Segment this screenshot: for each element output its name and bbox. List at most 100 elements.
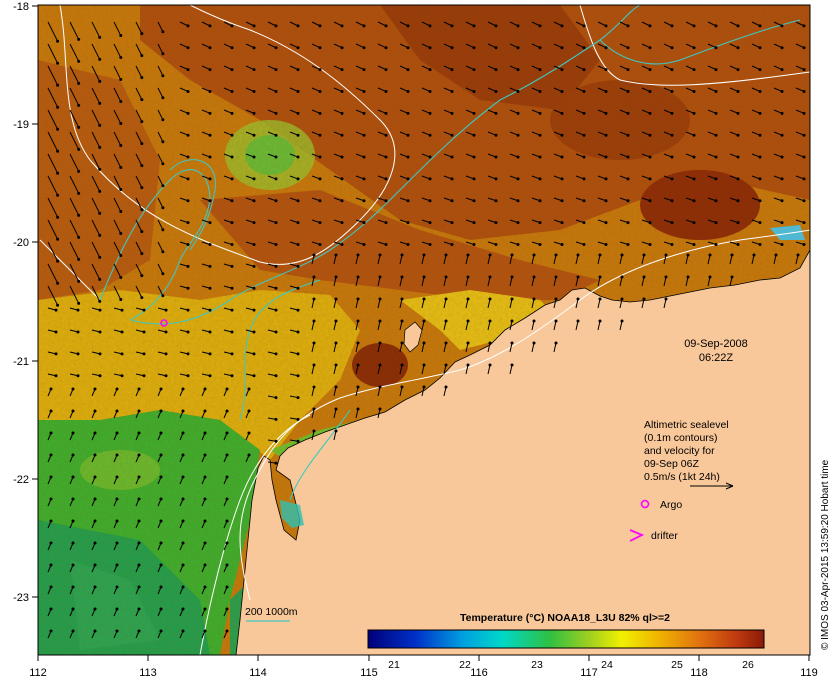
legend-line: (0.1m contours) bbox=[644, 432, 718, 444]
velocity-arrowhead bbox=[312, 319, 316, 323]
velocity-arrowhead bbox=[466, 363, 470, 367]
velocity-arrow bbox=[135, 175, 143, 188]
velocity-arrowhead bbox=[230, 330, 234, 334]
velocity-arrowhead bbox=[450, 24, 454, 28]
velocity-arrow bbox=[157, 153, 164, 164]
velocity-arrowhead bbox=[76, 308, 80, 312]
velocity-arrowhead bbox=[71, 453, 75, 457]
velocity-arrowhead bbox=[730, 253, 734, 257]
velocity-arrowhead bbox=[225, 519, 229, 523]
velocity-arrow bbox=[69, 197, 80, 216]
velocity-arrow bbox=[157, 109, 164, 120]
velocity-arrowhead bbox=[802, 243, 806, 247]
velocity-arrowhead bbox=[140, 54, 144, 58]
velocity-arrow bbox=[47, 285, 59, 306]
velocity-arrowhead bbox=[428, 177, 432, 181]
lat-tick-label: -19 bbox=[13, 119, 29, 131]
velocity-arrowhead bbox=[494, 133, 498, 137]
velocity-arrowhead bbox=[692, 221, 696, 225]
velocity-arrowhead bbox=[142, 330, 146, 334]
velocity-arrow bbox=[69, 43, 80, 62]
velocity-arrowhead bbox=[119, 276, 123, 280]
velocity-arrowhead bbox=[159, 563, 163, 567]
velocity-arrowhead bbox=[312, 275, 316, 279]
velocity-arrowhead bbox=[708, 253, 712, 257]
velocity-arrowhead bbox=[472, 155, 476, 159]
velocity-arrowhead bbox=[140, 32, 144, 36]
velocity-arrow bbox=[531, 320, 535, 331]
velocity-arrowhead bbox=[560, 111, 564, 115]
velocity-arrowhead bbox=[428, 24, 432, 28]
velocity-arrowhead bbox=[161, 74, 165, 78]
velocity-arrow bbox=[47, 219, 59, 240]
velocity-arrowhead bbox=[450, 133, 454, 137]
velocity-arrow bbox=[575, 276, 579, 287]
velocity-arrowhead bbox=[598, 275, 602, 279]
velocity-arrowhead bbox=[714, 111, 718, 115]
velocity-arrowhead bbox=[758, 89, 762, 93]
velocity-arrowhead bbox=[554, 275, 558, 279]
velocity-arrowhead bbox=[582, 177, 586, 181]
velocity-arrowhead bbox=[119, 122, 123, 126]
velocity-arrowhead bbox=[384, 68, 388, 72]
velocity-arrowhead bbox=[208, 111, 212, 115]
velocity-arrowhead bbox=[98, 299, 102, 303]
velocity-arrowhead bbox=[692, 155, 696, 159]
velocity-arrowhead bbox=[230, 199, 234, 203]
velocity-arrowhead bbox=[736, 133, 740, 137]
velocity-arrowhead bbox=[208, 286, 212, 290]
velocity-arrowhead bbox=[334, 363, 338, 367]
velocity-arrowhead bbox=[137, 409, 141, 413]
velocity-arrowhead bbox=[340, 155, 344, 159]
velocity-arrowhead bbox=[56, 215, 60, 219]
velocity-arrowhead bbox=[356, 297, 360, 301]
velocity-arrowhead bbox=[49, 475, 53, 479]
velocity-arrowhead bbox=[422, 341, 426, 345]
velocity-arrow bbox=[619, 276, 623, 287]
velocity-arrow bbox=[575, 320, 579, 331]
velocity-arrow bbox=[597, 276, 601, 287]
velocity-arrowhead bbox=[472, 24, 476, 28]
velocity-arrowhead bbox=[98, 374, 102, 378]
velocity-arrowhead bbox=[604, 24, 608, 28]
isobaths bbox=[39, 5, 810, 655]
velocity-arrowhead bbox=[428, 133, 432, 137]
velocity-arrowhead bbox=[604, 68, 608, 72]
velocity-arrowhead bbox=[208, 24, 212, 28]
velocity-arrowhead bbox=[422, 363, 426, 367]
velocity-arrowhead bbox=[98, 123, 102, 127]
velocity-arrowhead bbox=[186, 221, 190, 225]
velocity-arrow bbox=[487, 364, 491, 375]
velocity-arrowhead bbox=[356, 385, 360, 389]
velocity-arrowhead bbox=[225, 387, 229, 391]
velocity-arrowhead bbox=[670, 46, 674, 50]
velocity-arrowhead bbox=[758, 243, 762, 247]
velocity-legend: Altimetric sealevel (0.1m contours) and … bbox=[629, 419, 734, 542]
velocity-arrowhead bbox=[494, 24, 498, 28]
velocity-arrowhead bbox=[296, 286, 300, 290]
velocity-arrowhead bbox=[626, 68, 630, 72]
velocity-arrowhead bbox=[161, 30, 165, 34]
velocity-arrowhead bbox=[378, 407, 382, 411]
velocity-arrowhead bbox=[648, 155, 652, 159]
velocity-arrow bbox=[69, 263, 80, 282]
velocity-arrow bbox=[113, 285, 122, 300]
velocity-arrow bbox=[377, 276, 381, 287]
velocity-arrowhead bbox=[186, 24, 190, 28]
velocity-arrowhead bbox=[115, 497, 119, 501]
velocity-arrowhead bbox=[378, 385, 382, 389]
velocity-arrowhead bbox=[137, 563, 141, 567]
velocity-arrowhead bbox=[494, 111, 498, 115]
velocity-arrowhead bbox=[400, 363, 404, 367]
velocity-arrowhead bbox=[648, 133, 652, 137]
velocity-arrow bbox=[135, 109, 143, 122]
velocity-arrowhead bbox=[71, 475, 75, 479]
velocity-arrowhead bbox=[161, 162, 165, 166]
velocity-arrowhead bbox=[119, 144, 123, 148]
velocity-arrow bbox=[399, 386, 403, 397]
velocity-arrowhead bbox=[714, 243, 718, 247]
velocity-arrow bbox=[311, 254, 315, 265]
velocity-arrowhead bbox=[318, 111, 322, 115]
velocity-arrow bbox=[553, 298, 557, 309]
velocity-arrowhead bbox=[648, 111, 652, 115]
